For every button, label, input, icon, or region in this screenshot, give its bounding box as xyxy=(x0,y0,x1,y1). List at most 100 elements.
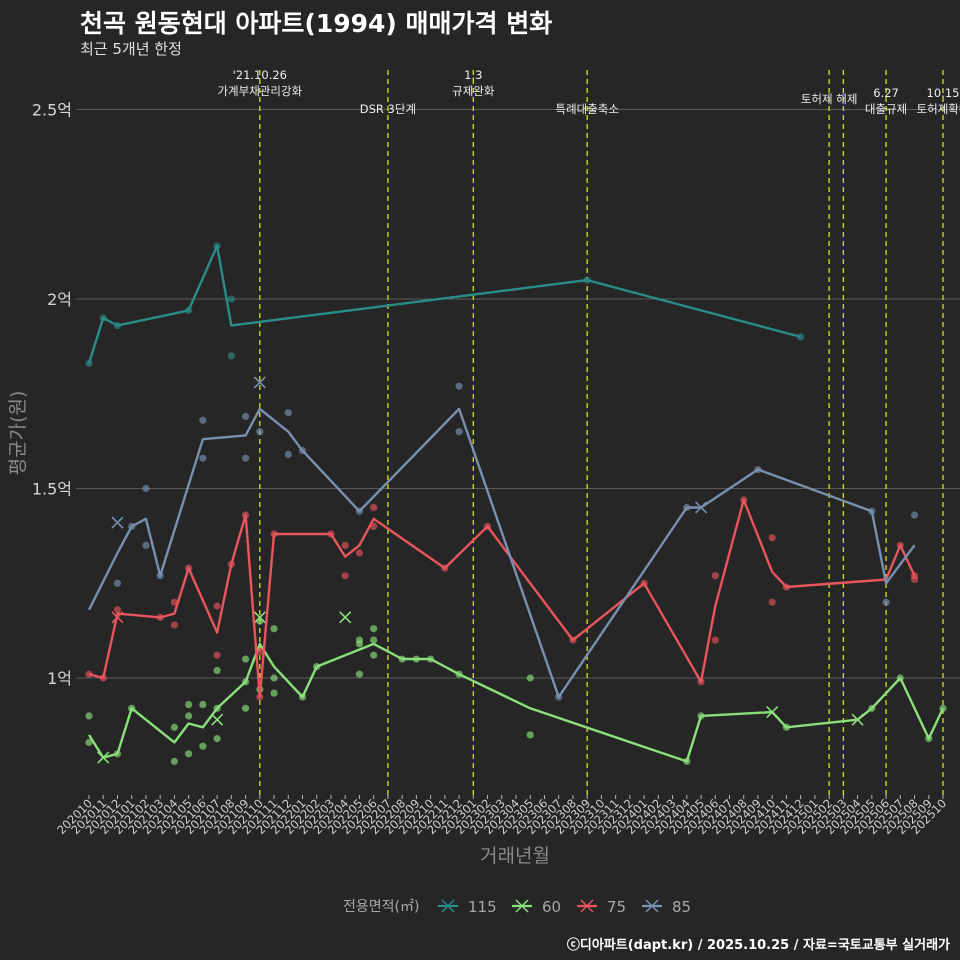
data-point xyxy=(185,712,193,720)
data-point xyxy=(711,636,719,644)
cross-marker xyxy=(111,516,124,529)
data-point xyxy=(85,738,93,747)
data-point xyxy=(170,723,178,731)
data-point xyxy=(241,454,250,462)
series-60 xyxy=(85,611,947,765)
data-point xyxy=(455,428,463,436)
legend-item-115: 115 xyxy=(438,898,497,916)
event-label: 토허제확대 xyxy=(917,102,960,116)
data-point xyxy=(227,352,235,360)
series-line xyxy=(88,498,916,699)
data-point xyxy=(213,651,221,659)
legend-item-75: 75 xyxy=(577,898,626,916)
y-tick-label: 2억 xyxy=(47,290,72,309)
cross-marker xyxy=(339,611,352,624)
legend-label: 85 xyxy=(672,898,691,916)
event-label: 1.3 xyxy=(464,68,482,82)
data-point xyxy=(113,606,122,614)
y-tick-label: 2.5억 xyxy=(32,101,72,120)
data-point xyxy=(199,700,207,709)
legend-item-85: 85 xyxy=(642,898,691,916)
cross-marker xyxy=(97,751,110,764)
data-point xyxy=(768,598,776,606)
data-point xyxy=(213,666,221,675)
cross-marker xyxy=(851,713,864,726)
data-point xyxy=(882,598,890,606)
chart-subtitle: 최근 5개년 한정 xyxy=(80,40,182,58)
data-point xyxy=(355,640,364,648)
event-label: '21.10.26 xyxy=(233,68,287,82)
data-point xyxy=(910,575,919,584)
chart-title: 천곡 원동현대 아파트(1994) 매매가격 변화 xyxy=(80,9,553,38)
data-point xyxy=(270,689,278,697)
event-label: 10.15 xyxy=(927,86,960,100)
data-point xyxy=(256,617,264,625)
data-point xyxy=(910,511,919,519)
data-point xyxy=(370,503,378,512)
data-point xyxy=(526,731,534,739)
series-75 xyxy=(85,496,919,701)
cross-marker xyxy=(766,706,779,719)
y-tick-label: 1억 xyxy=(47,669,72,688)
data-point xyxy=(711,572,719,580)
event-label: 대출규제 xyxy=(865,102,907,116)
data-point xyxy=(455,382,463,390)
legend-item-60: 60 xyxy=(512,898,561,916)
data-point xyxy=(142,484,150,493)
data-point xyxy=(85,712,93,720)
event-label: DSR 3단계 xyxy=(360,102,416,116)
data-point xyxy=(241,655,250,663)
series-line xyxy=(87,407,916,699)
data-point xyxy=(355,549,364,557)
legend-label: 60 xyxy=(542,898,561,916)
legend: 전용면적(㎡) 115 60 75 85 xyxy=(343,898,691,916)
data-point xyxy=(142,541,150,549)
data-point xyxy=(185,750,193,758)
data-point xyxy=(370,636,378,644)
data-point xyxy=(341,541,349,549)
data-point xyxy=(199,742,207,750)
data-point xyxy=(227,295,235,303)
data-point xyxy=(241,704,250,712)
event-label: 규제완화 xyxy=(452,84,495,98)
cross-marker xyxy=(253,376,266,389)
series-line xyxy=(87,244,802,364)
data-point xyxy=(370,651,378,659)
data-point xyxy=(199,416,207,424)
data-point xyxy=(284,450,292,458)
x-axis: 2020102020112020122021012021022021032021… xyxy=(54,795,949,837)
legend-key-cross xyxy=(515,899,529,913)
event-label: 가계부채관리강화 xyxy=(217,84,302,98)
data-point xyxy=(199,454,207,462)
cross-marker xyxy=(694,501,708,514)
data-point xyxy=(355,670,364,678)
legend-title: 전용면적(㎡) xyxy=(343,899,419,915)
data-point xyxy=(284,409,292,417)
source-caption: ⓒ디아파트(dapt.kr) / 2025.10.25 / 자료=국토교통부 실… xyxy=(566,938,950,953)
legend-label: 115 xyxy=(468,898,497,916)
cross-marker xyxy=(211,713,224,726)
legend-key-cross xyxy=(580,899,594,913)
data-point xyxy=(270,674,278,682)
legend-key-cross xyxy=(441,899,455,913)
gridlines xyxy=(76,109,960,679)
event-label: 특례대출축소 xyxy=(555,102,618,116)
series-115 xyxy=(85,242,805,368)
data-point xyxy=(213,735,221,743)
event-label: 6.27 xyxy=(873,86,899,100)
data-point xyxy=(170,621,178,629)
data-point xyxy=(526,674,534,682)
data-point xyxy=(185,700,193,709)
y-axis: 1억 1.5억 2억 2.5억 xyxy=(32,101,72,689)
series-layer xyxy=(85,242,947,765)
cross-marker xyxy=(253,611,266,624)
data-point xyxy=(256,428,264,436)
data-point xyxy=(213,602,221,610)
y-tick-label: 1.5억 xyxy=(32,480,72,499)
series-line xyxy=(87,642,945,763)
data-point xyxy=(241,412,250,421)
legend-label: 75 xyxy=(607,898,626,916)
cross-marker xyxy=(111,611,124,624)
